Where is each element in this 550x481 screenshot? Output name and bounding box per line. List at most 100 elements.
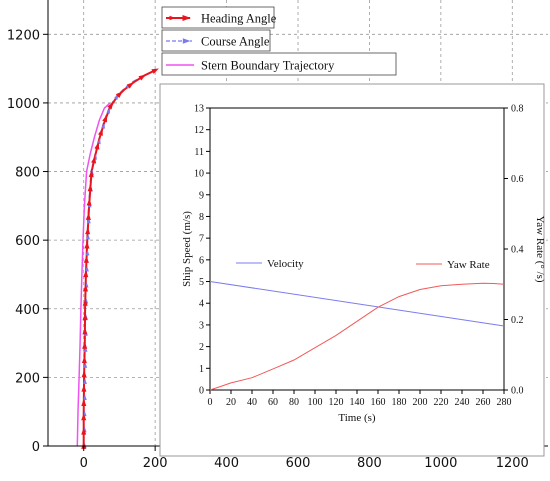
legend-box bbox=[161, 52, 397, 76]
heading-angle-marker bbox=[82, 327, 88, 335]
inset-y-tick-label: 11 bbox=[194, 147, 204, 158]
y-tick-label: 1200 bbox=[7, 28, 40, 43]
heading-angle-marker bbox=[81, 370, 87, 378]
legend-label: Stern Boundary Trajectory bbox=[201, 59, 335, 73]
x-tick-label: 600 bbox=[286, 456, 311, 471]
y-tick-label: 1000 bbox=[7, 97, 40, 112]
inset-y-tick-label: 1 bbox=[199, 364, 204, 375]
heading-angle-marker bbox=[81, 384, 87, 392]
series-heading-angle bbox=[82, 69, 156, 446]
inset-y-tick-label: 10 bbox=[194, 169, 204, 180]
legend-label: Heading Angle bbox=[201, 12, 277, 26]
inset-y-tick-label: 7 bbox=[199, 234, 204, 245]
heading-angle-marker bbox=[88, 169, 94, 178]
heading-angle-marker bbox=[94, 142, 100, 150]
heading-angle-marker bbox=[102, 114, 108, 123]
heading-angle-marker bbox=[91, 156, 96, 164]
course-angle-marker bbox=[86, 233, 90, 240]
y-tick-label: 800 bbox=[15, 166, 40, 181]
heading-angle-marker bbox=[81, 355, 87, 364]
x-tick-label: 400 bbox=[214, 456, 239, 471]
inset-y-tick-label: 4 bbox=[199, 299, 204, 310]
inset-y-tick-label: 8 bbox=[199, 212, 204, 223]
inset-x-axis-title: Time (s) bbox=[338, 412, 376, 424]
inset-y2-tick-label: 0.6 bbox=[511, 174, 524, 185]
legend-box bbox=[161, 6, 275, 29]
outer-legend: Heading Angle Course Angle Stern Boundary … bbox=[161, 6, 397, 76]
x-tick-label: 1000 bbox=[424, 456, 457, 471]
heading-angle-marker bbox=[81, 398, 87, 406]
y-tick-label: 400 bbox=[15, 303, 40, 318]
heading-angle-marker bbox=[81, 427, 87, 435]
heading-angle-marker bbox=[83, 270, 89, 278]
heading-angle-marker bbox=[107, 102, 114, 110]
heading-angle-marker bbox=[151, 68, 159, 74]
heading-angle-marker bbox=[82, 341, 88, 349]
inset-chart: 0 20 40 60 80 100 120 140 160 180 200 220 240 260 2800… bbox=[159, 83, 546, 457]
course-angle-marker bbox=[83, 362, 88, 368]
course-angle-marker bbox=[85, 250, 90, 256]
x-tick-label: 1200 bbox=[496, 456, 529, 471]
inset-x-tick-label: 80 bbox=[289, 397, 299, 408]
inset-y-tick-label: 0 bbox=[199, 386, 204, 397]
heading-angle-marker bbox=[84, 241, 90, 249]
inset-frame bbox=[159, 83, 545, 457]
course-angle-marker bbox=[83, 346, 88, 352]
heading-angle-marker bbox=[81, 441, 87, 449]
inset-y2-axis-title: Yaw Rate (° /s) bbox=[534, 215, 546, 282]
heading-angle-marker bbox=[83, 255, 89, 263]
heading-angle-marker bbox=[81, 413, 87, 421]
heading-angle-marker bbox=[98, 128, 103, 136]
inset-x-tick-label: 120 bbox=[329, 397, 344, 408]
inset-x-tick-label: 260 bbox=[476, 397, 491, 408]
y-tick-label: 0 bbox=[32, 440, 40, 455]
legend-box bbox=[161, 29, 271, 52]
course-angle-marker bbox=[83, 378, 87, 384]
heading-angle-marker bbox=[85, 227, 91, 235]
heading-angle-marker bbox=[138, 74, 146, 81]
inset-y2-tick-label: 0.8 bbox=[511, 104, 524, 115]
inset-y2-tick-label: 0.4 bbox=[511, 245, 524, 256]
inset-x-tick-label: 240 bbox=[455, 397, 470, 408]
inset-y-tick-label: 12 bbox=[194, 125, 204, 136]
course-angle-marker bbox=[96, 138, 101, 145]
legend-label: Course Angle bbox=[201, 35, 270, 49]
heading-angle-marker bbox=[82, 298, 88, 306]
heading-angle-marker bbox=[115, 91, 123, 98]
inset-y-tick-label: 13 bbox=[194, 104, 204, 115]
y-tick-label: 600 bbox=[15, 234, 40, 249]
series-stern-boundary-trajectory bbox=[76, 102, 111, 447]
course-angle-marker bbox=[101, 123, 105, 129]
x-tick-label: 200 bbox=[143, 456, 168, 471]
legend-heading-marker bbox=[169, 15, 176, 21]
series-velocity bbox=[209, 281, 505, 327]
x-tick-label: 0 bbox=[80, 456, 88, 471]
course-angle-marker bbox=[106, 108, 111, 114]
inset-x-tick-label: 20 bbox=[226, 397, 236, 408]
inset-legend-velocity-label: Velocity bbox=[267, 258, 304, 270]
heading-angle-marker bbox=[86, 198, 92, 206]
inset-x-tick-label: 220 bbox=[434, 397, 449, 408]
course-angle-marker bbox=[82, 394, 87, 400]
x-tick-label: 800 bbox=[357, 456, 382, 471]
inset-y-tick-label: 3 bbox=[199, 320, 204, 331]
inset-x-tick-label: 140 bbox=[350, 397, 365, 408]
inset-y2-tick-label: 0.0 bbox=[511, 386, 524, 397]
series-yaw-rate bbox=[209, 282, 505, 391]
y-tick-label: 200 bbox=[15, 371, 40, 386]
inset-y2-tick-label: 0.2 bbox=[511, 315, 524, 326]
inset-y-axis-title: Ship Speed (m/s) bbox=[181, 211, 193, 287]
heading-angle-marker bbox=[87, 184, 93, 192]
inset-x-tick-label: 160 bbox=[371, 397, 386, 408]
heading-angle-marker bbox=[83, 284, 88, 292]
heading-angle-marker bbox=[126, 82, 134, 89]
inset-y-tick-label: 6 bbox=[199, 255, 204, 266]
inset-y-tick-label: 2 bbox=[199, 342, 204, 353]
inset-x-tick-label: 100 bbox=[308, 397, 323, 408]
heading-angle-marker bbox=[82, 312, 88, 321]
legend-heading-marker bbox=[182, 15, 191, 21]
inset-legend-yaw-label: Yaw Rate bbox=[447, 259, 490, 271]
heading-angle-marker bbox=[85, 212, 91, 220]
